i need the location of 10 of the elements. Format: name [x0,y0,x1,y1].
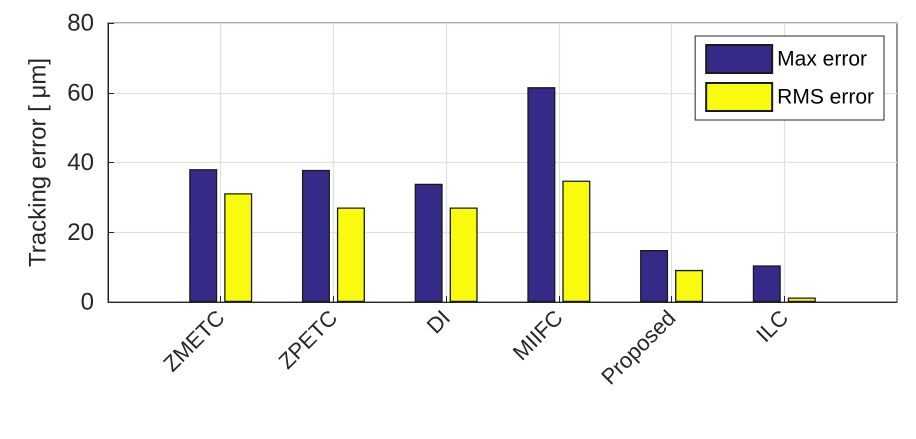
y-axis-title: Tracking error [ μm] [24,58,52,267]
x-tick-label: DI [422,305,455,338]
y-tick-label: 0 [80,288,94,316]
y-tick-label: 20 [67,218,94,246]
y-tick-label: 60 [67,79,94,106]
legend-label: RMS error [777,86,874,108]
y-tick-label: 40 [67,149,94,176]
legend-label: Max error [777,48,868,70]
x-tick-label: ILC [751,305,794,348]
y-tick-label: 80 [67,10,94,36]
